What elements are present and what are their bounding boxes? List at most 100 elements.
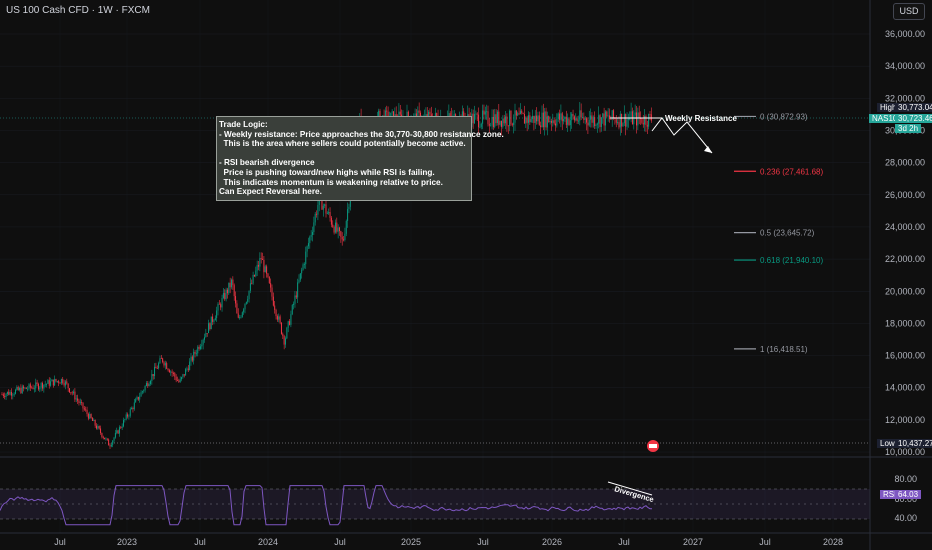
candle[interactable]: [645, 116, 647, 125]
candle[interactable]: [224, 293, 226, 300]
candle[interactable]: [618, 122, 620, 128]
candle[interactable]: [598, 115, 600, 124]
candle[interactable]: [274, 305, 276, 310]
candle[interactable]: [216, 310, 218, 319]
time-axis[interactable]: Jul 2023 Jul 2024 Jul 2025 Jul 2026 Jul 2027 Jul 20…: [54, 537, 843, 547]
candle[interactable]: [235, 296, 237, 304]
candle[interactable]: [240, 316, 242, 318]
candle[interactable]: [156, 368, 158, 370]
candle[interactable]: [74, 391, 76, 400]
candle[interactable]: [541, 112, 543, 127]
candle[interactable]: [214, 318, 216, 321]
candle[interactable]: [135, 399, 137, 403]
candle[interactable]: [143, 390, 145, 392]
candle[interactable]: [584, 118, 586, 120]
fibonacci-levels[interactable]: 0 (30,872.93) 0.236 (27,461.68) 0.5 (23,64…: [734, 112, 823, 354]
candle[interactable]: [496, 111, 498, 124]
candle[interactable]: [517, 113, 519, 116]
candle[interactable]: [514, 110, 516, 123]
candle[interactable]: [580, 110, 582, 118]
candle[interactable]: [486, 111, 488, 113]
candle[interactable]: [576, 118, 578, 121]
candle[interactable]: [59, 382, 61, 384]
candle[interactable]: [175, 376, 177, 381]
candle[interactable]: [35, 382, 37, 389]
candle[interactable]: [492, 116, 494, 128]
candle[interactable]: [105, 438, 107, 440]
candle[interactable]: [637, 112, 639, 126]
candle[interactable]: [540, 125, 542, 127]
candle[interactable]: [262, 258, 264, 260]
candle[interactable]: [17, 387, 19, 391]
candle[interactable]: [244, 303, 246, 310]
candle[interactable]: [418, 110, 420, 113]
candle[interactable]: [642, 122, 644, 125]
candle[interactable]: [532, 115, 534, 120]
candle[interactable]: [183, 374, 185, 376]
candle[interactable]: [97, 426, 99, 429]
candle[interactable]: [636, 112, 637, 126]
candle[interactable]: [588, 119, 590, 126]
candle[interactable]: [334, 222, 336, 233]
candle[interactable]: [164, 363, 166, 366]
candle[interactable]: [313, 222, 315, 233]
candle[interactable]: [252, 274, 254, 284]
candle[interactable]: [222, 293, 224, 298]
candle[interactable]: [482, 110, 484, 124]
candle[interactable]: [594, 117, 596, 126]
candle[interactable]: [518, 113, 520, 115]
candle[interactable]: [553, 120, 555, 124]
candle[interactable]: [154, 366, 156, 377]
candle[interactable]: [268, 276, 270, 284]
candle[interactable]: [641, 118, 643, 123]
candle[interactable]: [563, 119, 565, 122]
candle[interactable]: [279, 316, 281, 323]
candle[interactable]: [303, 264, 305, 265]
candle[interactable]: [114, 432, 116, 438]
candle[interactable]: [160, 358, 162, 360]
candle[interactable]: [23, 386, 25, 389]
candle[interactable]: [181, 377, 183, 380]
candle[interactable]: [607, 115, 609, 117]
candle[interactable]: [21, 386, 23, 394]
candle[interactable]: [307, 243, 309, 247]
candle[interactable]: [533, 115, 535, 123]
candle[interactable]: [286, 327, 288, 339]
candle[interactable]: [233, 285, 235, 297]
candle[interactable]: [474, 114, 475, 124]
candle[interactable]: [592, 117, 594, 123]
candle[interactable]: [162, 358, 164, 362]
candle[interactable]: [179, 379, 181, 383]
candle[interactable]: [36, 382, 38, 384]
candle[interactable]: [2, 394, 4, 396]
candle[interactable]: [488, 124, 490, 126]
candle[interactable]: [155, 366, 157, 369]
candle[interactable]: [479, 126, 481, 128]
candle[interactable]: [167, 368, 169, 371]
candle[interactable]: [502, 118, 504, 127]
candle[interactable]: [170, 371, 172, 373]
candle[interactable]: [347, 209, 349, 221]
candle[interactable]: [583, 117, 585, 120]
candle[interactable]: [506, 116, 508, 126]
candle[interactable]: [299, 273, 301, 280]
candle[interactable]: [90, 414, 92, 419]
candle[interactable]: [98, 426, 100, 429]
candle[interactable]: [649, 114, 651, 115]
candle[interactable]: [386, 110, 388, 112]
candle[interactable]: [43, 384, 45, 389]
candle[interactable]: [133, 402, 135, 410]
candle[interactable]: [640, 118, 642, 120]
candle[interactable]: [312, 232, 313, 235]
candle[interactable]: [511, 124, 513, 126]
candle[interactable]: [499, 120, 501, 125]
candle[interactable]: [166, 363, 168, 369]
candle[interactable]: [102, 436, 104, 438]
candle[interactable]: [194, 351, 196, 354]
candle[interactable]: [106, 438, 108, 440]
candle[interactable]: [538, 115, 540, 126]
candle[interactable]: [77, 398, 79, 401]
candle[interactable]: [37, 383, 39, 390]
candle[interactable]: [623, 114, 625, 124]
candle[interactable]: [131, 407, 133, 410]
